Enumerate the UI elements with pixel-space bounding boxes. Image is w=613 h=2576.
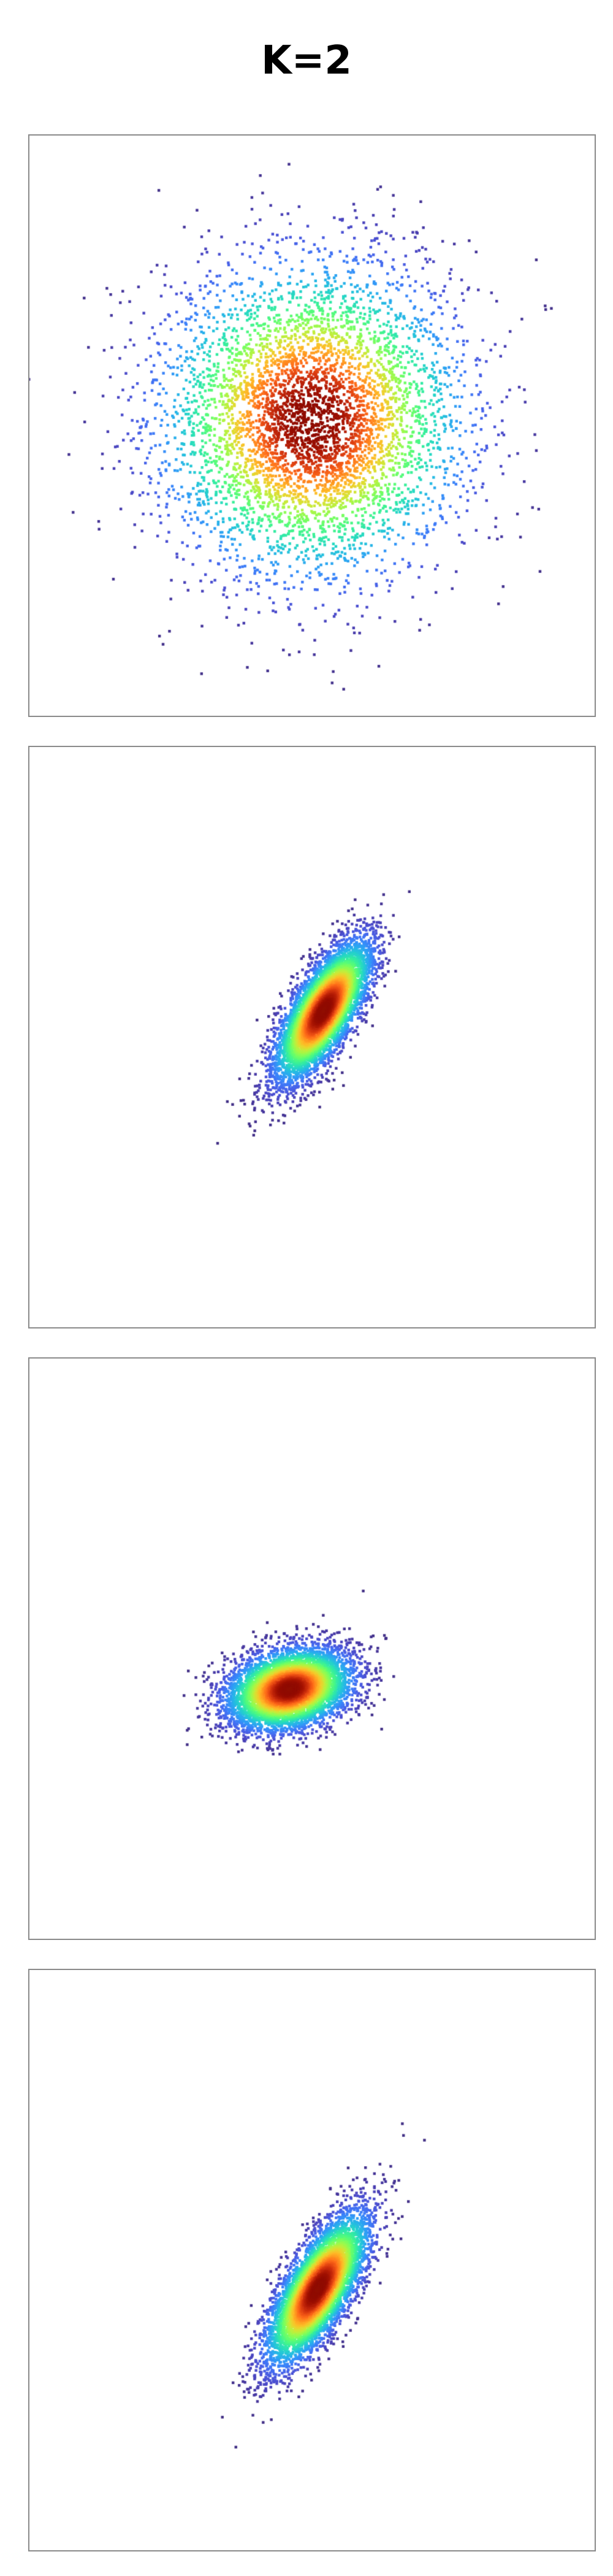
- scatter-points-3: [29, 1359, 595, 1939]
- scatter-panel-4: [28, 1969, 596, 2551]
- scatter-panel-2: [28, 746, 596, 1328]
- scatter-panel-1: [28, 134, 596, 717]
- scatter-points-2: [29, 747, 595, 1327]
- scatter-points-4: [29, 1970, 595, 2550]
- scatter-points-1: [29, 136, 595, 716]
- chart-title: K=2: [261, 38, 352, 83]
- scatter-panel-3: [28, 1357, 596, 1940]
